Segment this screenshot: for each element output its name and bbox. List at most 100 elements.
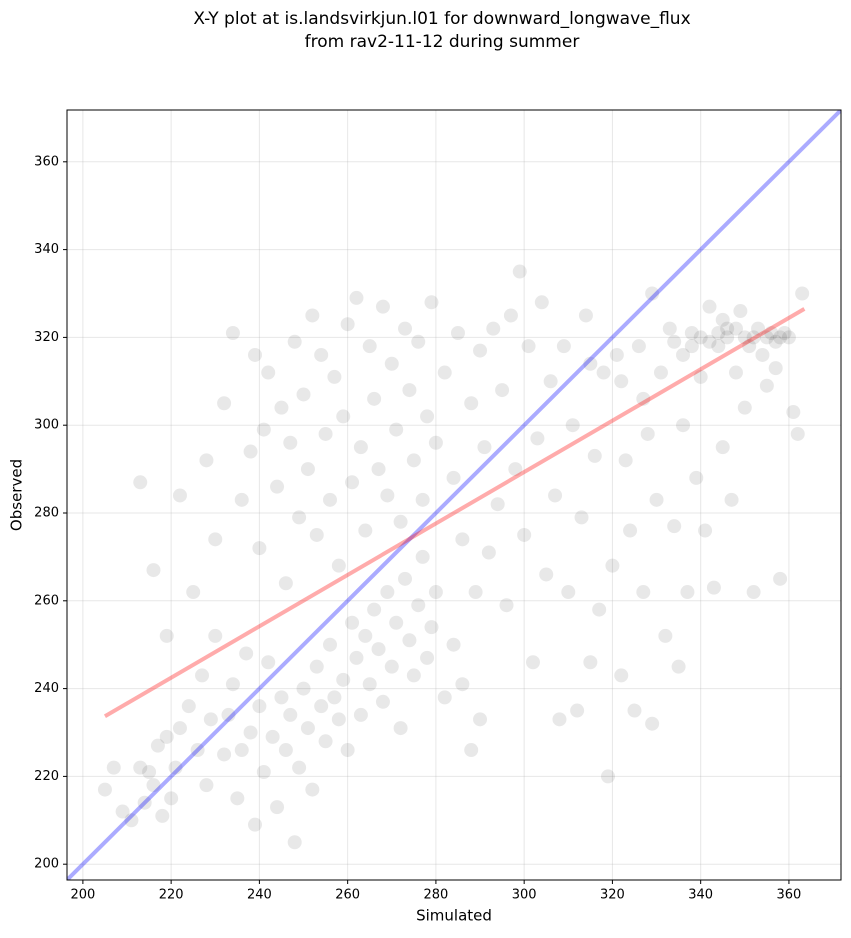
point [495, 383, 510, 398]
point [247, 347, 262, 362]
point [243, 725, 258, 740]
y-tick-label: 220 [34, 769, 59, 784]
point [300, 462, 315, 477]
x-axis-label: Simulated [416, 907, 492, 925]
point [181, 699, 196, 714]
point [411, 598, 426, 613]
point [715, 312, 730, 327]
point [773, 330, 788, 345]
point [203, 712, 218, 727]
point [711, 326, 726, 341]
point [481, 545, 496, 560]
point [759, 330, 774, 345]
point [614, 374, 629, 389]
point [627, 703, 642, 718]
point [406, 668, 421, 683]
point [512, 264, 527, 279]
point [124, 813, 139, 828]
point [261, 655, 276, 670]
y-tick-label: 360 [34, 154, 59, 169]
point [318, 734, 333, 749]
point [795, 286, 810, 301]
point [601, 769, 616, 784]
point [274, 400, 289, 415]
point [402, 383, 417, 398]
point [724, 492, 739, 507]
point [737, 330, 752, 345]
point [702, 334, 717, 349]
point [737, 400, 752, 415]
point [640, 426, 655, 441]
point [521, 339, 536, 354]
point [411, 334, 426, 349]
point [583, 356, 598, 371]
point [759, 378, 774, 393]
point [720, 321, 735, 336]
point [653, 365, 668, 380]
point [424, 620, 439, 635]
point [195, 668, 210, 683]
point [468, 585, 483, 600]
point [455, 532, 470, 547]
point [208, 628, 223, 643]
point [503, 308, 518, 323]
point [614, 668, 629, 683]
point [256, 765, 271, 780]
point [623, 523, 638, 538]
point [314, 699, 329, 714]
point [689, 470, 704, 485]
x-tick-label: 200 [70, 888, 95, 903]
point [252, 699, 267, 714]
point [609, 347, 624, 362]
point [574, 510, 589, 525]
x-tick-label: 340 [688, 888, 713, 903]
point [199, 778, 214, 793]
point [345, 615, 360, 630]
point [133, 475, 148, 490]
point [371, 462, 386, 477]
point [243, 444, 258, 459]
point [389, 422, 404, 437]
fit-line [67, 110, 841, 880]
y-axis-label: Observed [8, 459, 26, 531]
point [164, 791, 179, 806]
point [742, 339, 757, 354]
point [398, 321, 413, 336]
point [645, 716, 660, 731]
point [450, 326, 465, 341]
point [217, 396, 232, 411]
plot-frame [66, 109, 842, 881]
x-tick-label: 280 [423, 888, 448, 903]
point [662, 321, 677, 336]
point [287, 835, 302, 850]
point [287, 334, 302, 349]
point [384, 659, 399, 674]
point [353, 440, 368, 455]
point [552, 712, 567, 727]
point [230, 791, 245, 806]
point [159, 628, 174, 643]
point [437, 690, 452, 705]
point [292, 510, 307, 525]
point [768, 361, 783, 376]
point [676, 347, 691, 362]
point [345, 475, 360, 490]
point [490, 497, 505, 512]
point [186, 585, 201, 600]
point [375, 299, 390, 314]
point [380, 488, 395, 503]
point [115, 804, 130, 819]
point [190, 743, 205, 758]
point [323, 637, 338, 652]
point [525, 655, 540, 670]
point [146, 778, 161, 793]
point [234, 743, 249, 758]
point [353, 707, 368, 722]
point [314, 347, 329, 362]
point [278, 743, 293, 758]
point [698, 523, 713, 538]
point [534, 295, 549, 310]
x-tick-label: 300 [512, 888, 537, 903]
point [168, 760, 183, 775]
point [278, 576, 293, 591]
